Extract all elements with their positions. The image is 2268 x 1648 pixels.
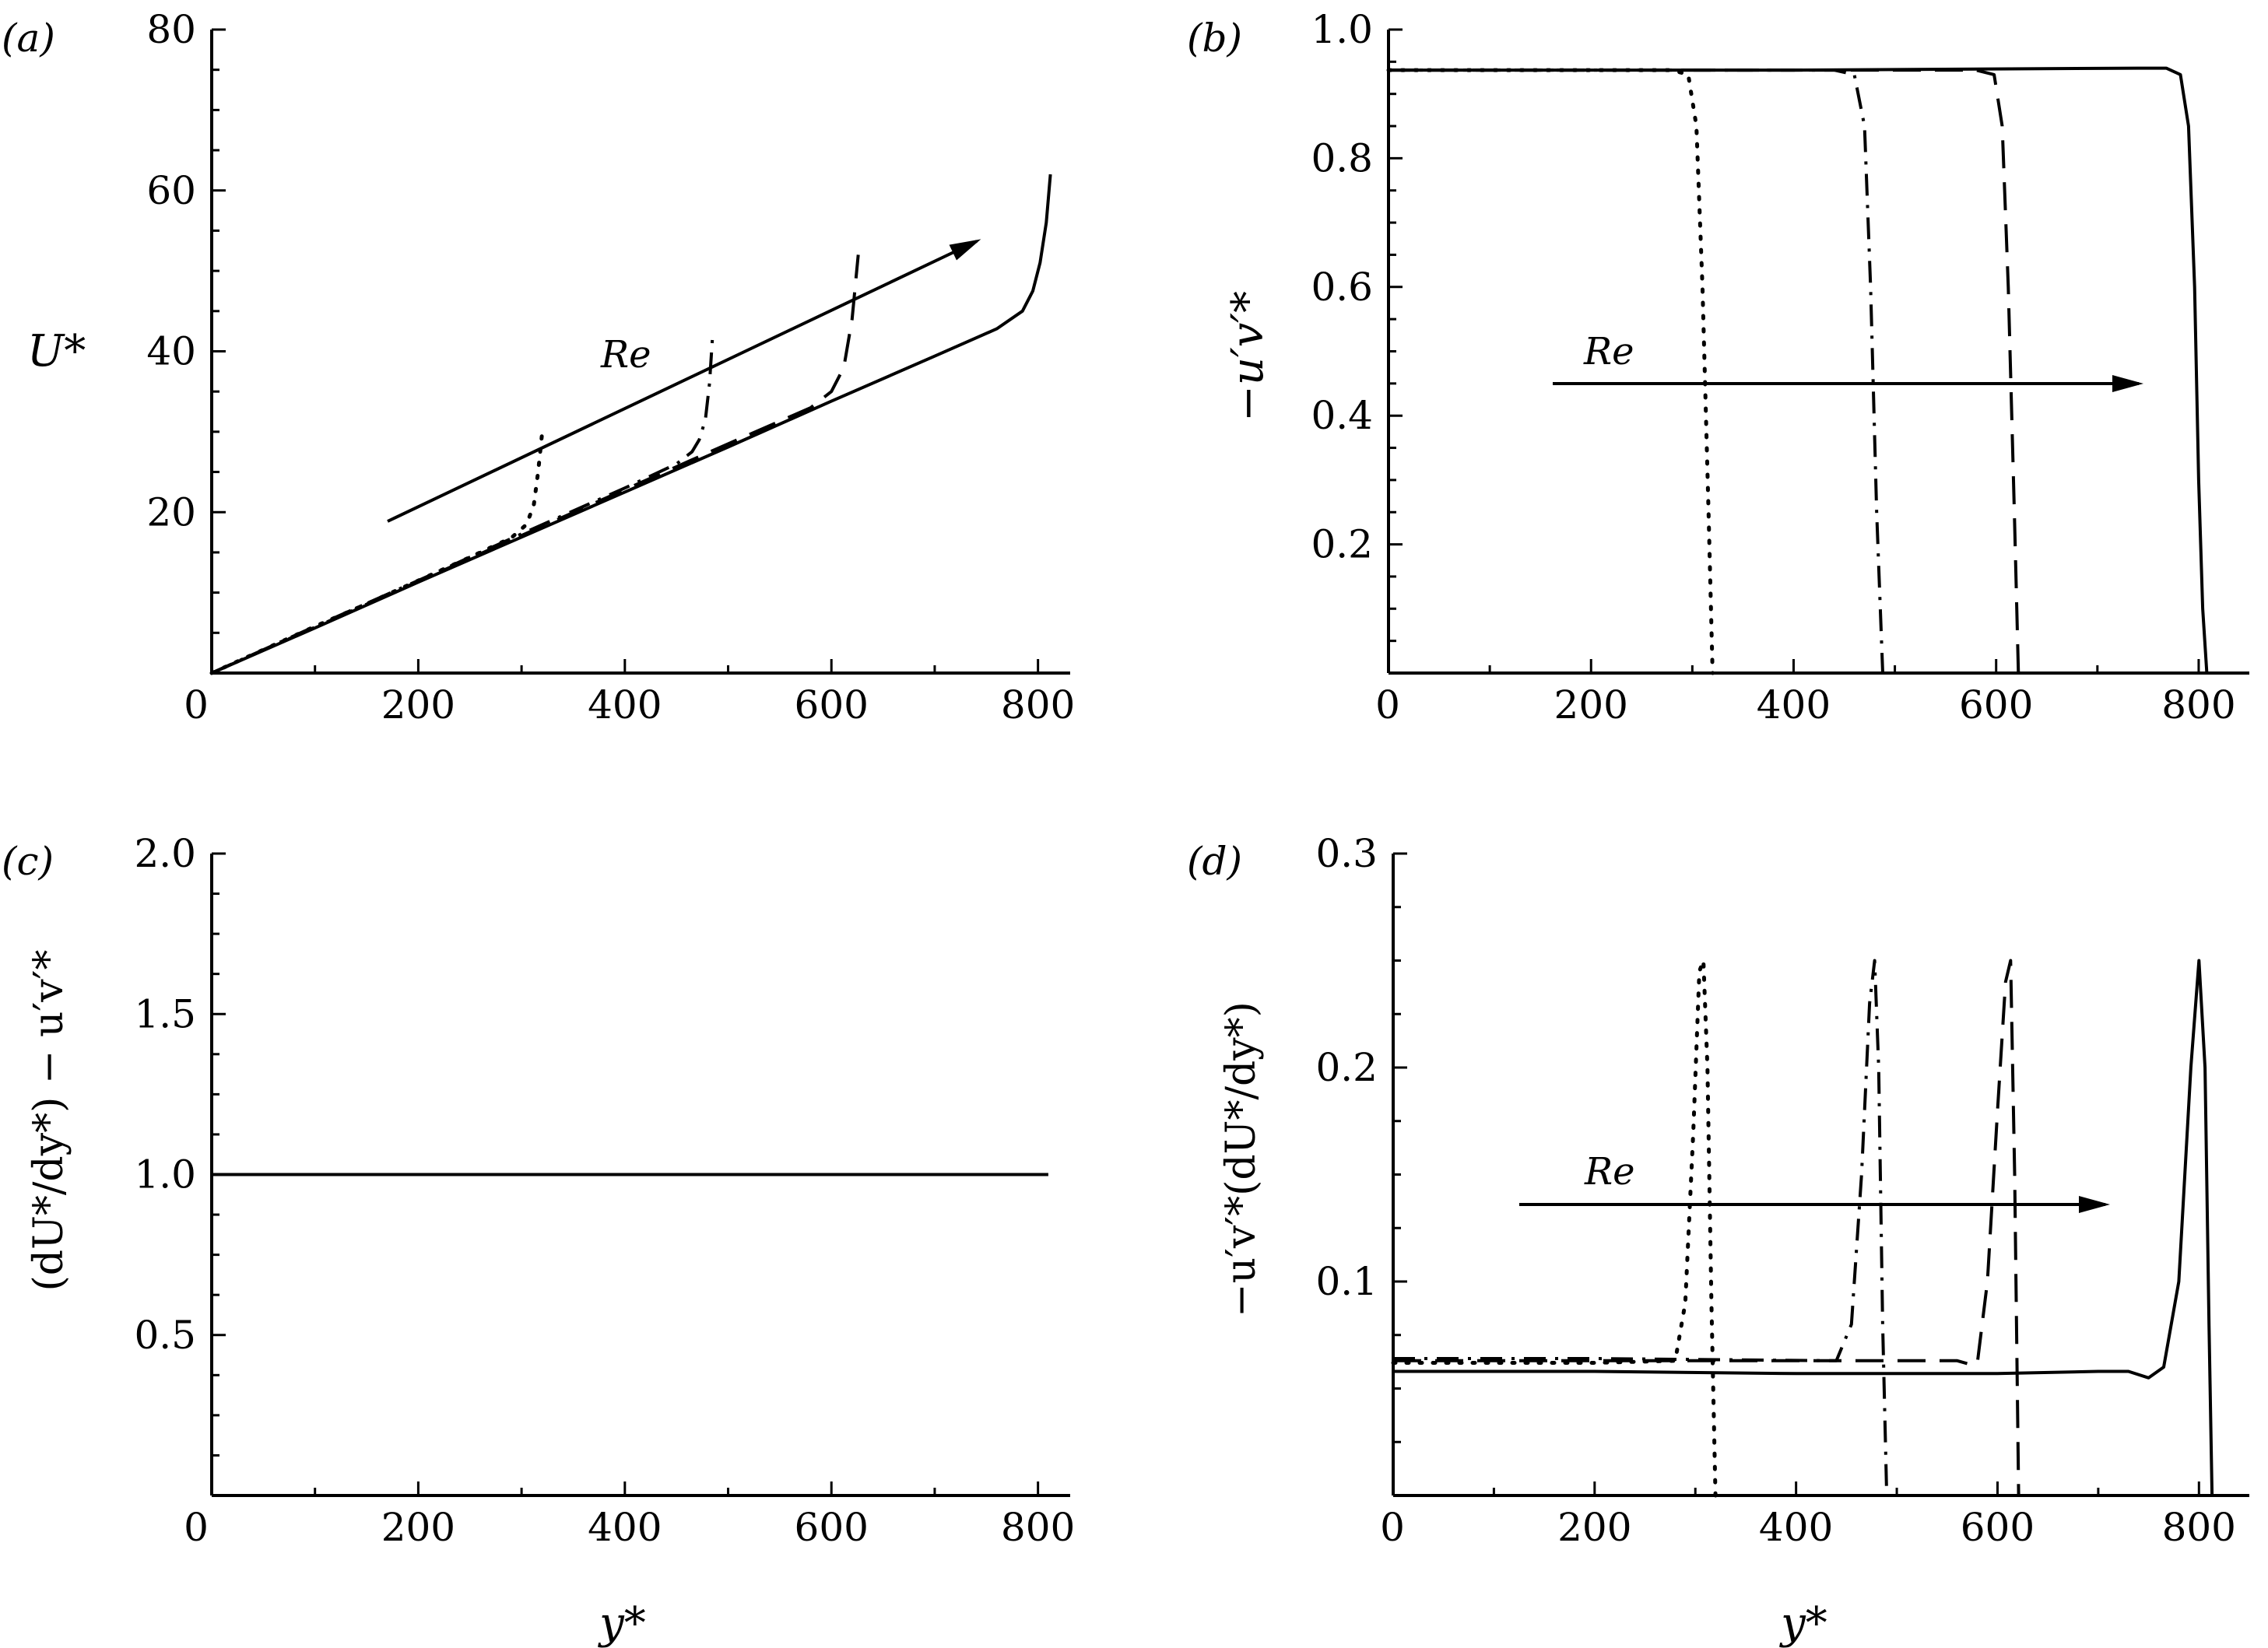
panel-c: (c) (dU*/dy*) − u′v′* y* 0 200 400 600 800 0.… xyxy=(2,831,1075,1648)
series-dotted xyxy=(1386,68,1715,675)
x-tick-label: 600 xyxy=(795,682,869,728)
y-tick-label: 80 xyxy=(146,7,196,52)
panel-a: (a) U* Re 0 200 400 600 800 20 40 60 80 xyxy=(2,7,1075,728)
y-tick-label: 1.5 xyxy=(134,991,196,1036)
x-tick-label: 800 xyxy=(2161,682,2235,728)
x-tick-label: 800 xyxy=(2162,1505,2236,1550)
series-dashed xyxy=(211,254,860,675)
y-tick-label: 0.8 xyxy=(1311,135,1373,181)
y-tick-label: 20 xyxy=(146,489,196,535)
x-tick-label: 200 xyxy=(1554,682,1628,728)
series-dashdot xyxy=(1393,959,1889,1496)
series-solid xyxy=(1389,66,2209,674)
plot-area: 0 200 400 600 800 0.2 0.4 0.6 0.8 1.0 xyxy=(1311,7,2249,728)
x-tick-label: 400 xyxy=(1757,682,1831,728)
series-dashed xyxy=(1393,959,2020,1496)
re-arrow-head xyxy=(2079,1196,2110,1213)
x-tick-label: 200 xyxy=(1557,1505,1631,1550)
y-axis-label: −u′v′*(dU*/dy*) xyxy=(1218,1001,1265,1317)
x-tick-label: 800 xyxy=(1001,682,1075,728)
series-dashdot xyxy=(211,335,714,675)
y-axis-label: (dU*/dy*) − u′v′* xyxy=(26,950,72,1292)
series-dashdot xyxy=(1389,68,1884,674)
series-dotted xyxy=(209,430,545,675)
x-axis-label: y* xyxy=(1778,1598,1827,1648)
plot-area: 0 200 400 600 800 20 40 60 80 xyxy=(146,7,1075,728)
panel-label: (b) xyxy=(1187,16,1242,61)
y-tick-label: 0.5 xyxy=(134,1313,196,1358)
x-tick-label: 600 xyxy=(1961,1505,2035,1550)
panel-label: (c) xyxy=(2,839,54,884)
y-axis-label: −u′v′* xyxy=(1223,291,1273,422)
y-tick-label: 0.6 xyxy=(1311,265,1373,310)
y-tick-label: 60 xyxy=(146,168,196,213)
panel-d: (d) −u′v′*(dU*/dy*) Re y* 0 200 400 600 8000… xyxy=(1187,831,2249,1648)
panel-label: (d) xyxy=(1187,839,1242,884)
re-annotation: Re xyxy=(600,333,651,377)
y-tick-label: 0.2 xyxy=(1311,522,1373,567)
y-tick-label: 0.2 xyxy=(1315,1045,1378,1090)
re-arrow-shaft xyxy=(387,240,978,523)
panel-b: (b) −u′v′* Re 0 200 400 600 800 0.2 0.4 0.6 0.8 1… xyxy=(1187,7,2249,728)
series-dotted xyxy=(1391,959,1718,1498)
x-tick-label: 400 xyxy=(588,682,662,728)
series-solid xyxy=(211,174,1052,675)
x-tick-label: 400 xyxy=(588,1505,662,1550)
x-tick-label: 600 xyxy=(1959,682,2033,728)
plot-area: 0 200 400 600 800 0.1 0.2 0.3 xyxy=(1315,831,2249,1550)
y-tick-label: 0.3 xyxy=(1315,831,1378,876)
panel-label: (a) xyxy=(2,16,55,61)
plot-area: 0 200 400 600 800 0.5 1.0 1.5 2.0 xyxy=(134,831,1075,1550)
y-axis-label: U* xyxy=(27,326,86,377)
x-tick-label: 400 xyxy=(1759,1505,1833,1550)
x-tick-label: 200 xyxy=(381,682,455,728)
y-tick-label: 1.0 xyxy=(134,1152,196,1197)
x-tick-label: 0 xyxy=(1375,682,1400,728)
y-tick-label: 0.1 xyxy=(1315,1259,1378,1304)
re-annotation: Re xyxy=(1584,1150,1635,1194)
re-annotation: Re xyxy=(1583,330,1634,373)
y-tick-label: 1.0 xyxy=(1311,7,1373,52)
re-arrow-head xyxy=(2112,375,2143,392)
x-tick-label: 0 xyxy=(1380,1505,1405,1550)
y-tick-label: 40 xyxy=(146,329,196,374)
y-tick-label: 0.4 xyxy=(1311,393,1373,438)
x-tick-label: 0 xyxy=(184,1505,209,1550)
x-tick-label: 0 xyxy=(184,682,209,728)
re-arrow-head xyxy=(949,239,981,261)
x-tick-label: 800 xyxy=(1001,1505,1075,1550)
x-tick-label: 600 xyxy=(795,1505,869,1550)
x-axis-label: y* xyxy=(597,1598,646,1648)
y-tick-label: 2.0 xyxy=(134,831,196,876)
series-solid xyxy=(1393,959,2214,1496)
x-tick-label: 200 xyxy=(381,1505,455,1550)
